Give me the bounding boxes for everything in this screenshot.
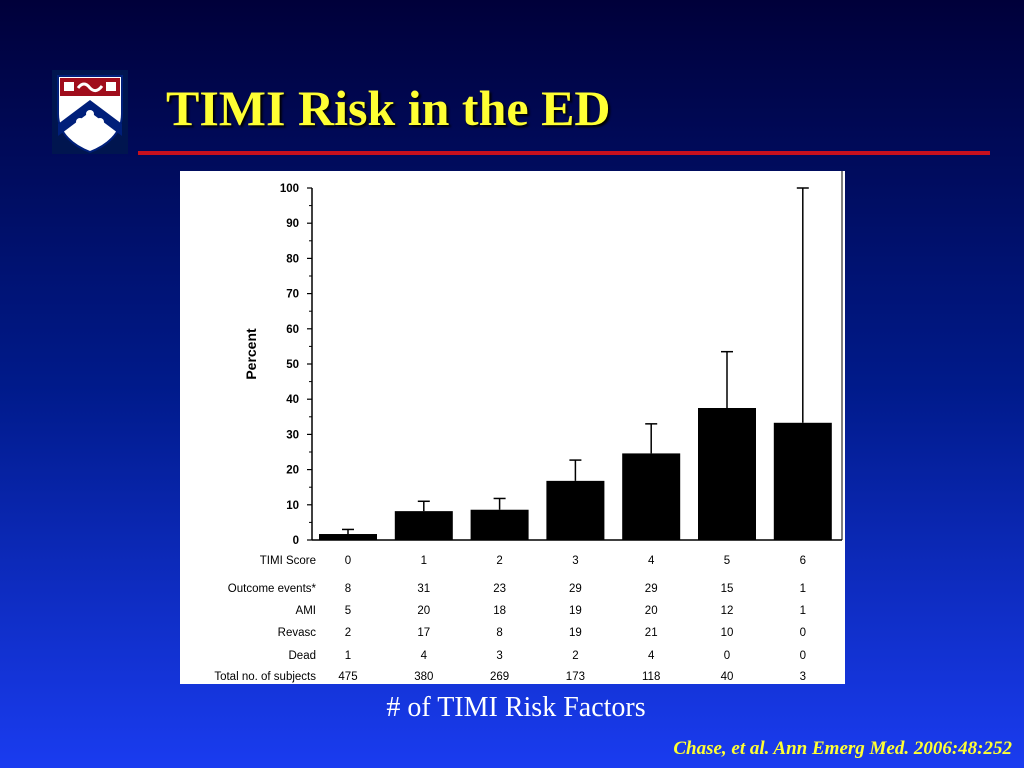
table-cell: 10 [721,627,734,639]
y-axis-label: Percent [243,328,259,380]
table-row-label: Outcome events* [228,583,317,595]
table-cell: 31 [417,583,430,595]
x-tick-label: 6 [800,555,806,567]
table-cell: 18 [493,605,506,617]
table-cell: 475 [338,671,357,683]
y-tick-label: 0 [293,535,299,547]
slide-title: TIMI Risk in the ED [166,80,611,136]
bar [698,408,756,540]
table-cell: 2 [345,627,351,639]
table-cell: 5 [345,605,351,617]
table-cell: 0 [800,650,806,662]
y-tick-label: 60 [286,324,299,336]
table-cell: 1 [800,605,806,617]
table-cell: 0 [724,650,730,662]
table-cell: 1 [800,583,806,595]
y-tick-label: 100 [280,183,299,195]
table-cell: 4 [421,650,428,662]
slide-subtitle: # of TIMI Risk Factors [386,692,646,723]
table-cell: 29 [569,583,582,595]
table-cell: 20 [417,605,430,617]
x-tick-label: 2 [496,555,502,567]
table-row-label: Dead [289,650,317,662]
table-row-label: AMI [296,605,316,617]
table-cell: 380 [414,671,433,683]
table-row-label: Total no. of subjects [214,671,316,683]
title-divider [138,151,990,155]
y-tick-label: 20 [286,465,299,477]
y-tick-label: 40 [286,394,299,406]
y-tick-label: 70 [286,289,299,301]
bar [470,509,529,540]
table-cell: 19 [569,605,582,617]
table-cell: 40 [721,671,734,683]
bar [773,422,832,540]
table-cell: 8 [496,627,502,639]
table-cell: 118 [642,671,660,683]
table-cell: 3 [496,650,502,662]
table-cell: 20 [645,605,658,617]
y-tick-label: 30 [286,429,299,441]
table-cell: 12 [721,605,734,617]
y-tick-label: 90 [286,218,299,230]
table-cell: 29 [645,583,658,595]
table-cell: 3 [800,671,806,683]
x-tick-label: 0 [345,555,351,567]
y-tick-label: 10 [286,500,299,512]
table-cell: 4 [648,650,655,662]
table-cell: 17 [417,627,430,639]
y-tick-label: 80 [286,253,299,265]
x-tick-label: 5 [724,555,730,567]
citation: Chase, et al. Ann Emerg Med. 2006:48:252 [673,738,1012,759]
table-row-label: Revasc [278,627,317,639]
bar [394,511,453,540]
table-cell: 15 [721,583,734,595]
table-cell: 8 [345,583,351,595]
penn-shield-icon [57,75,123,154]
table-cell: 0 [800,627,806,639]
table-cell: 23 [493,583,506,595]
x-tick-label: 4 [648,555,655,567]
bar [319,534,377,540]
table-cell: 269 [490,671,509,683]
table-cell: 2 [572,650,578,662]
table-cell: 21 [645,627,658,639]
bar [546,480,605,540]
y-tick-label: 50 [286,359,299,371]
table-cell: 19 [569,627,582,639]
x-tick-label: 1 [421,555,427,567]
penn-shield-logo [52,70,128,154]
x-axis-label: TIMI Score [260,555,316,567]
bar [622,453,681,540]
table-cell: 173 [566,671,585,683]
table-cell: 1 [345,650,351,662]
x-tick-label: 3 [572,555,578,567]
chart-panel: 0 10 20 30 40 50 60 70 80 90 100 Percent TIMI Score 0… [180,171,845,684]
